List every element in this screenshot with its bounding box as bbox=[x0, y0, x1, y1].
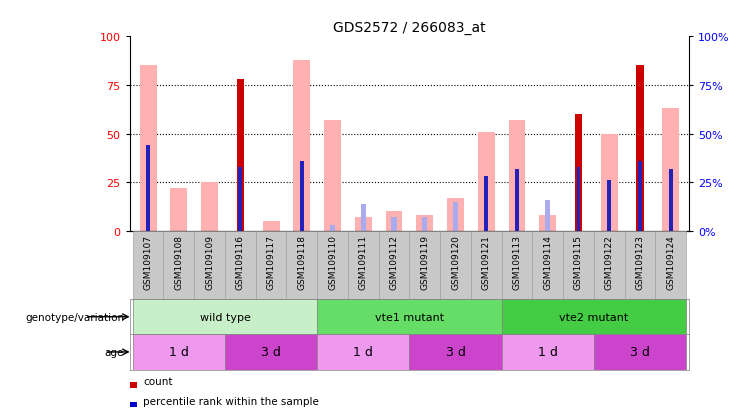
Bar bbox=[330, 225, 335, 231]
Bar bbox=[471, 231, 502, 299]
Text: GSM109112: GSM109112 bbox=[390, 235, 399, 290]
Bar bbox=[262, 221, 279, 231]
Bar bbox=[300, 161, 304, 231]
Bar bbox=[655, 231, 686, 299]
Text: genotype/variation: genotype/variation bbox=[25, 312, 124, 322]
Bar bbox=[576, 167, 580, 231]
Bar bbox=[239, 167, 242, 231]
Bar bbox=[539, 216, 556, 231]
Text: GSM109115: GSM109115 bbox=[574, 235, 583, 290]
Bar bbox=[594, 335, 686, 370]
Text: vte1 mutant: vte1 mutant bbox=[375, 312, 444, 322]
Bar bbox=[256, 231, 287, 299]
Text: GSM109108: GSM109108 bbox=[174, 235, 183, 290]
Text: GSM109121: GSM109121 bbox=[482, 235, 491, 290]
Bar bbox=[669, 169, 673, 231]
Bar bbox=[146, 146, 150, 231]
Text: GSM109118: GSM109118 bbox=[297, 235, 306, 290]
Bar bbox=[355, 218, 372, 231]
Bar bbox=[236, 80, 244, 231]
Text: 1 d: 1 d bbox=[353, 346, 373, 358]
Bar bbox=[453, 202, 458, 231]
Text: GSM109109: GSM109109 bbox=[205, 235, 214, 290]
Bar bbox=[532, 231, 563, 299]
Text: 3 d: 3 d bbox=[445, 346, 465, 358]
Text: GSM109119: GSM109119 bbox=[420, 235, 429, 290]
Bar bbox=[662, 109, 679, 231]
Bar bbox=[164, 231, 194, 299]
Text: GSM109111: GSM109111 bbox=[359, 235, 368, 290]
Bar bbox=[545, 200, 551, 231]
Text: GSM109116: GSM109116 bbox=[236, 235, 245, 290]
Bar bbox=[348, 231, 379, 299]
Bar bbox=[502, 299, 686, 335]
Title: GDS2572 / 266083_at: GDS2572 / 266083_at bbox=[333, 21, 485, 35]
Bar bbox=[170, 189, 187, 231]
Bar bbox=[194, 231, 225, 299]
Bar bbox=[575, 115, 582, 231]
Text: GSM109124: GSM109124 bbox=[666, 235, 675, 289]
Text: GSM109120: GSM109120 bbox=[451, 235, 460, 290]
Bar bbox=[416, 216, 433, 231]
Bar bbox=[287, 231, 317, 299]
Text: 3 d: 3 d bbox=[261, 346, 281, 358]
Bar bbox=[502, 231, 532, 299]
Text: GSM109122: GSM109122 bbox=[605, 235, 614, 289]
Bar bbox=[447, 198, 464, 231]
Text: 1 d: 1 d bbox=[538, 346, 558, 358]
Bar bbox=[225, 231, 256, 299]
Bar bbox=[515, 169, 519, 231]
Text: age: age bbox=[104, 347, 124, 357]
Text: GSM109114: GSM109114 bbox=[543, 235, 552, 290]
Bar bbox=[422, 218, 428, 231]
Bar bbox=[478, 132, 495, 231]
Text: 1 d: 1 d bbox=[169, 346, 189, 358]
Text: 3 d: 3 d bbox=[630, 346, 650, 358]
Bar bbox=[317, 299, 502, 335]
Bar bbox=[638, 161, 642, 231]
Bar bbox=[225, 335, 317, 370]
Text: GSM109110: GSM109110 bbox=[328, 235, 337, 290]
Bar bbox=[636, 66, 644, 231]
Text: GSM109117: GSM109117 bbox=[267, 235, 276, 290]
Text: count: count bbox=[143, 376, 173, 387]
Bar bbox=[385, 212, 402, 231]
Bar bbox=[508, 121, 525, 231]
Text: vte2 mutant: vte2 mutant bbox=[559, 312, 628, 322]
Bar bbox=[293, 60, 310, 231]
Bar bbox=[563, 231, 594, 299]
Bar bbox=[324, 121, 341, 231]
Text: GSM109113: GSM109113 bbox=[513, 235, 522, 290]
Bar bbox=[625, 231, 655, 299]
Bar bbox=[409, 231, 440, 299]
Bar bbox=[608, 181, 611, 231]
Bar bbox=[440, 231, 471, 299]
Text: GSM109107: GSM109107 bbox=[144, 235, 153, 290]
Bar bbox=[139, 66, 156, 231]
Text: wild type: wild type bbox=[199, 312, 250, 322]
Bar bbox=[317, 231, 348, 299]
Text: percentile rank within the sample: percentile rank within the sample bbox=[143, 396, 319, 406]
Bar bbox=[502, 335, 594, 370]
Bar bbox=[379, 231, 409, 299]
Bar bbox=[485, 177, 488, 231]
Bar bbox=[201, 183, 218, 231]
Bar bbox=[594, 231, 625, 299]
Bar bbox=[361, 204, 366, 231]
Bar bbox=[391, 218, 396, 231]
Bar bbox=[133, 299, 317, 335]
Bar bbox=[601, 134, 618, 231]
Bar bbox=[317, 335, 409, 370]
Bar bbox=[409, 335, 502, 370]
Bar bbox=[133, 335, 225, 370]
Bar bbox=[133, 231, 164, 299]
Text: GSM109123: GSM109123 bbox=[636, 235, 645, 290]
